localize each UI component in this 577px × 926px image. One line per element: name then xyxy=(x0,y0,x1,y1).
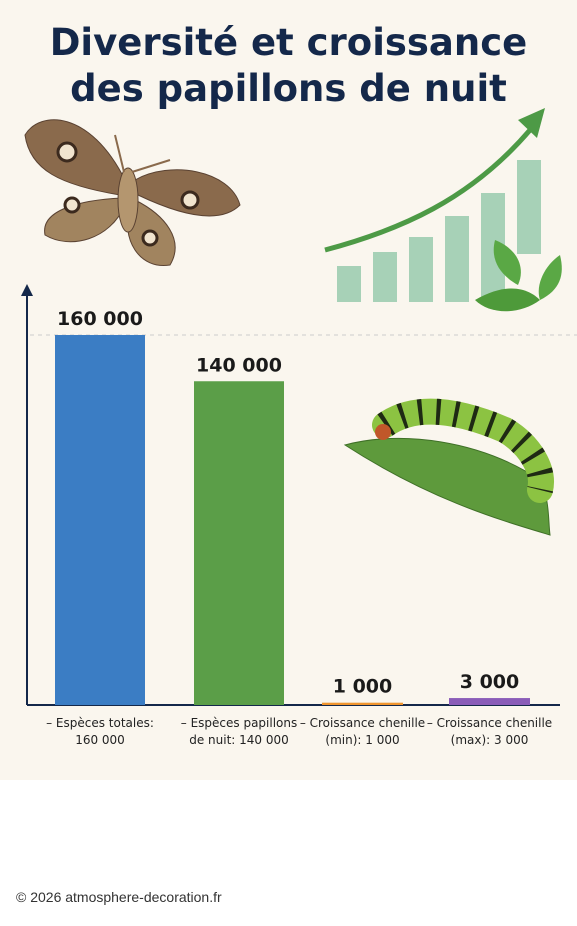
bar xyxy=(322,702,403,705)
value-label: 140 000 xyxy=(196,354,282,376)
chart-title: Diversité et croissance des papillons de… xyxy=(49,21,528,110)
chart: 160 000 140 000 1 000 3 000 xyxy=(21,108,577,706)
growth-illustration xyxy=(324,108,562,312)
value-label: 1 000 xyxy=(333,676,393,698)
value-label: 160 000 xyxy=(57,308,143,330)
x-tick-label: – Croissance chenille (min): 1 000 xyxy=(299,716,426,747)
bar xyxy=(449,698,530,705)
moth-illustration xyxy=(24,119,241,267)
x-tick-label: – Espèces totales: 160 000 xyxy=(46,716,154,747)
x-tick-label: – Croissance chenille (max): 3 000 xyxy=(426,716,553,747)
caterpillar-illustration xyxy=(343,398,554,536)
footer: © 2026 atmosphere-decoration.fr xyxy=(16,889,222,905)
bar xyxy=(55,335,145,705)
value-label: 3 000 xyxy=(460,671,520,693)
x-tick-label: – Espèces papillons de nuit: 140 000 xyxy=(180,716,298,747)
y-axis-arrow xyxy=(21,284,33,296)
bar xyxy=(194,381,284,705)
